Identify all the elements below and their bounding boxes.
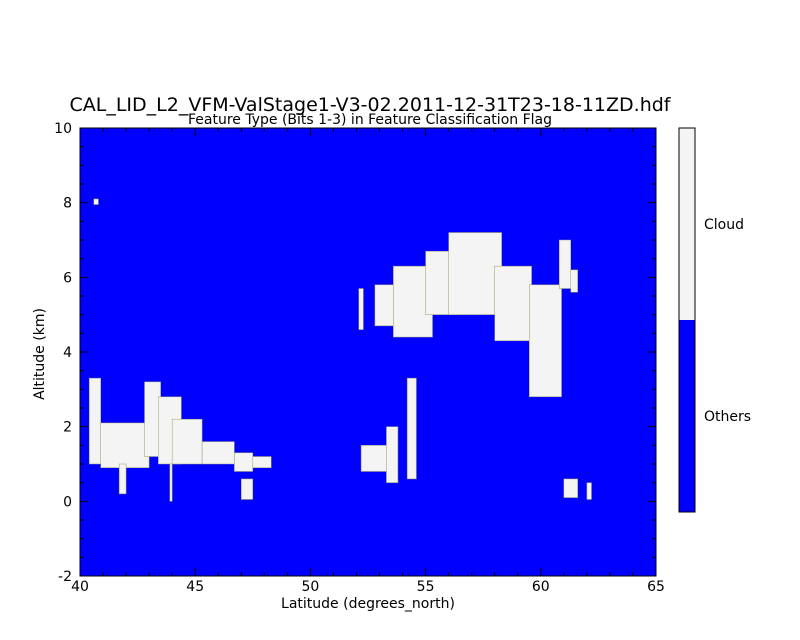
- colorbar-frame: [678, 127, 696, 513]
- y-tick-label: -2: [58, 569, 72, 585]
- x-tick-label: 50: [301, 579, 319, 595]
- y-axis-label: Altitude (km): [32, 308, 48, 400]
- y-tick-label: 2: [63, 420, 72, 436]
- plot-background: [80, 128, 656, 576]
- cloud-region: [169, 463, 173, 502]
- colorbar-label: Cloud: [704, 217, 744, 233]
- cloud-region: [93, 198, 99, 205]
- cloud-region: [448, 232, 502, 315]
- cloud-region: [386, 426, 399, 483]
- cloud-region: [234, 452, 254, 472]
- y-tick-label: 8: [63, 196, 72, 212]
- cloud-region: [358, 288, 364, 330]
- colorbar-segment: [679, 320, 695, 512]
- cloud-region: [118, 463, 127, 495]
- x-tick-label: 45: [186, 579, 204, 595]
- colorbar-label: Others: [704, 409, 751, 425]
- cloud-region: [201, 441, 235, 465]
- cloud-region: [88, 377, 101, 465]
- cloud-region: [360, 445, 389, 472]
- cloud-region: [570, 269, 578, 293]
- cloud-region: [563, 478, 578, 498]
- cloud-region: [494, 265, 532, 342]
- x-tick-label: 65: [647, 579, 665, 595]
- x-axis-label: Latitude (degrees_north): [281, 596, 455, 612]
- cloud-region: [529, 284, 562, 398]
- x-tick-label: 55: [417, 579, 435, 595]
- chart-title: CAL_LID_L2_VFM-ValStage1-V3-02.2011-12-3…: [69, 94, 671, 116]
- x-tick-label: 60: [532, 579, 550, 595]
- cloud-region: [252, 456, 272, 468]
- x-tick-label: 40: [71, 579, 89, 595]
- y-tick-label: 0: [63, 494, 72, 510]
- cloud-region: [171, 418, 203, 465]
- chart-subtitle: Feature Type (Bits 1-3) in Feature Class…: [188, 112, 552, 128]
- y-tick-label: 10: [54, 121, 72, 137]
- cloud-region: [586, 482, 592, 500]
- colorbar-segment: [679, 128, 695, 320]
- cloud-region: [406, 377, 417, 480]
- y-tick-label: 6: [63, 270, 72, 286]
- cloud-region: [100, 422, 150, 468]
- cloud-region: [241, 478, 254, 500]
- y-tick-label: 4: [63, 345, 72, 361]
- cloud-region: [374, 284, 394, 327]
- cloud-region: [558, 239, 572, 289]
